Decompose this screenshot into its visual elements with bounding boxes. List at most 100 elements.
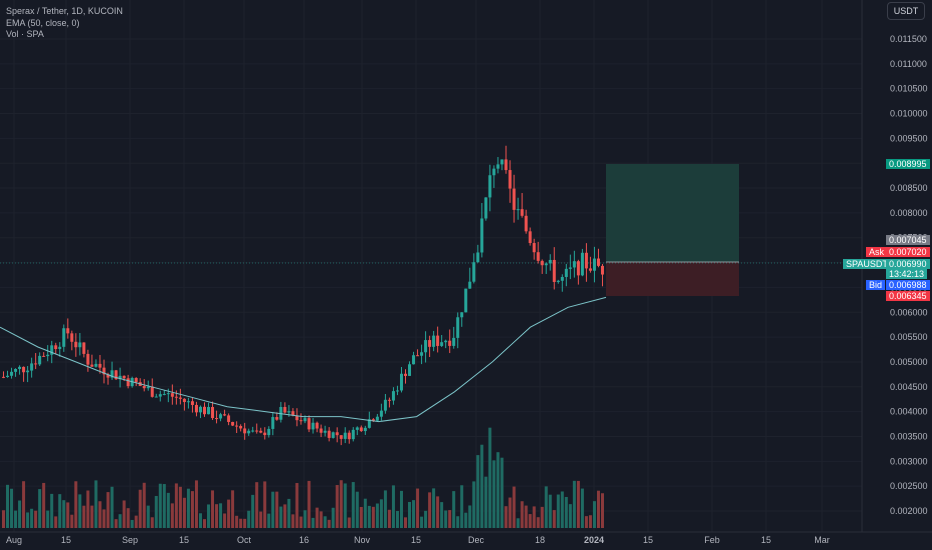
candle-body bbox=[323, 430, 327, 433]
volume-bar bbox=[420, 516, 424, 528]
time-axis-tick: 2024 bbox=[584, 535, 604, 545]
time-axis-tick: 15 bbox=[643, 535, 653, 545]
time-axis-tick: 15 bbox=[61, 535, 71, 545]
volume-bar bbox=[448, 510, 452, 528]
time-axis-tick: Nov bbox=[354, 535, 371, 545]
symbol-tag: SPAUSDT bbox=[843, 259, 891, 269]
ask-label: Ask bbox=[866, 247, 888, 257]
volume-bar bbox=[584, 516, 588, 528]
volume-bar bbox=[568, 504, 572, 528]
candle-body bbox=[66, 328, 70, 334]
volume-bar bbox=[327, 519, 331, 528]
volume-bar bbox=[279, 506, 283, 528]
volume-bar bbox=[243, 518, 247, 528]
candle-body bbox=[404, 373, 407, 376]
volume-bar bbox=[508, 497, 512, 528]
volume-bar bbox=[46, 510, 50, 528]
candle-body bbox=[190, 401, 194, 405]
volume-bar bbox=[371, 506, 375, 528]
candle-body bbox=[508, 170, 512, 189]
volume-bar bbox=[464, 512, 468, 528]
candle-body bbox=[207, 407, 211, 415]
candle-body bbox=[444, 340, 448, 343]
time-axis[interactable]: Aug 15 Sep 15 Oct 16 Nov 15 Dec 18 2024 15 Feb 15 Mar bbox=[6, 535, 830, 545]
candle-body bbox=[440, 342, 444, 346]
candle-body bbox=[46, 354, 50, 357]
volume-bar bbox=[18, 500, 22, 528]
volume-bar bbox=[255, 482, 259, 528]
volume-bar bbox=[271, 491, 275, 528]
position-target-zone[interactable] bbox=[606, 164, 739, 262]
candle-body bbox=[2, 376, 5, 378]
candle-body bbox=[259, 430, 263, 433]
candle-body bbox=[299, 420, 303, 422]
volume-bar bbox=[532, 506, 536, 528]
candle-body bbox=[492, 168, 496, 176]
position-stop-zone[interactable] bbox=[606, 262, 739, 296]
volume-bar bbox=[154, 495, 158, 528]
countdown-tag: 13:42:13 bbox=[886, 269, 928, 279]
candle-body bbox=[150, 386, 154, 397]
volume-bar bbox=[223, 513, 227, 528]
candle-body bbox=[118, 375, 122, 380]
candle-body bbox=[158, 394, 162, 397]
candle-body bbox=[10, 371, 14, 376]
volume-bar bbox=[62, 500, 66, 528]
volume-indicator-label[interactable]: Vol · SPA bbox=[6, 29, 44, 39]
candle-body bbox=[239, 426, 243, 429]
volume-bar bbox=[472, 481, 476, 528]
time-axis-tick: 15 bbox=[179, 535, 189, 545]
volume-bar bbox=[102, 509, 106, 528]
candle-body bbox=[588, 268, 592, 271]
candle-body bbox=[38, 355, 42, 365]
volume-bar bbox=[544, 486, 548, 528]
candle-body bbox=[412, 355, 416, 365]
volume-bar bbox=[219, 503, 223, 528]
volume-bar bbox=[106, 492, 110, 528]
candle-body bbox=[14, 368, 18, 372]
candle-body bbox=[251, 430, 255, 432]
candle-body bbox=[367, 419, 371, 428]
candle-body bbox=[428, 340, 432, 347]
candle-body bbox=[432, 335, 436, 347]
price-axis-tick: 0.005000 bbox=[890, 357, 928, 367]
volume-bar bbox=[78, 494, 82, 528]
candle-body bbox=[548, 259, 552, 264]
volume-bar bbox=[182, 497, 186, 528]
currency-button[interactable]: USDT bbox=[887, 2, 925, 20]
volume-bar bbox=[66, 502, 70, 528]
volume-bar bbox=[335, 485, 339, 528]
volume-bar bbox=[70, 514, 74, 528]
ema-indicator-label[interactable]: EMA (50, close, 0) bbox=[6, 17, 80, 28]
target-price-tag: 0.008995 bbox=[886, 159, 930, 169]
long-position-tool[interactable] bbox=[606, 164, 739, 296]
candle-body bbox=[102, 367, 106, 375]
volume-bar bbox=[367, 505, 371, 528]
candle-body bbox=[74, 341, 78, 348]
volume-bar bbox=[166, 492, 170, 528]
volume-bar bbox=[58, 494, 62, 528]
candle-body bbox=[540, 260, 544, 266]
volume-bar bbox=[492, 460, 496, 528]
volume-bar bbox=[552, 510, 556, 528]
volume-bar bbox=[90, 505, 94, 528]
volume-bar bbox=[2, 510, 5, 528]
chart-legend: Sperax / Tether, 1D, KUCOIN EMA (50, clo… bbox=[6, 6, 123, 41]
candle-body bbox=[62, 328, 66, 347]
candle-body bbox=[243, 428, 247, 434]
volume-bar bbox=[178, 486, 182, 528]
volume-bar bbox=[564, 496, 568, 528]
candle-body bbox=[556, 280, 560, 282]
grid-lines bbox=[0, 0, 862, 532]
time-axis-tick: 15 bbox=[411, 535, 421, 545]
candle-body bbox=[500, 159, 504, 165]
candle-body bbox=[456, 317, 460, 338]
ask-price-tag-1: 0.007045 bbox=[886, 235, 930, 245]
symbol-title[interactable]: Sperax / Tether, 1D, KUCOIN bbox=[6, 6, 123, 16]
volume-bar bbox=[295, 483, 299, 528]
candle-body bbox=[572, 261, 576, 268]
volume-bar bbox=[363, 498, 367, 528]
volume-bar bbox=[251, 494, 255, 528]
